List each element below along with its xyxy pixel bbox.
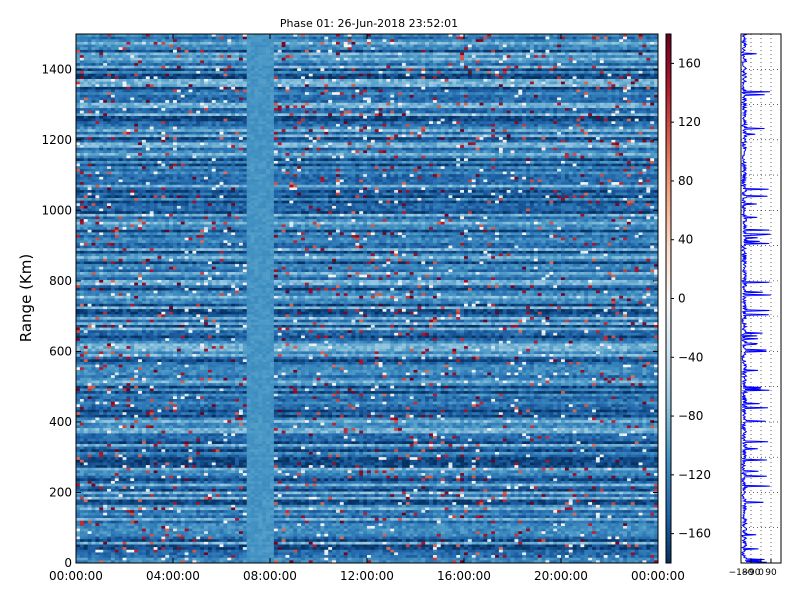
colorbar-tick-label: 0 <box>678 292 686 306</box>
colorbar-tick-label: −160 <box>678 527 711 541</box>
colorbar-tick-label: 160 <box>678 56 701 70</box>
x-tick-label: 08:00:00 <box>243 569 297 583</box>
colorbar-tick-label: −120 <box>678 468 711 482</box>
chart-title: Phase 01: 26-Jun-2018 23:52:01 <box>280 17 458 30</box>
x-tick-label: 00:00:00 <box>631 569 685 583</box>
colorbar-axes: −160 −120 −80 −40 0 40 80 120 160 <box>671 56 711 540</box>
colorbar-tick-label: −80 <box>678 409 703 423</box>
y-tick-label: 1400 <box>41 62 72 76</box>
y-tick-label: 0 <box>64 556 72 570</box>
colorbar-tick-label: 40 <box>678 233 693 247</box>
profile-x-tick-label: 90 <box>765 568 777 578</box>
y-axis-label: Range (Km) <box>17 254 35 342</box>
profile-panel: −180−900 90 <box>729 34 781 578</box>
colorbar-tick-label: −40 <box>678 350 703 364</box>
y-tick-label: 800 <box>49 274 72 288</box>
figure: Phase 01: 26-Jun-2018 23:52:01 Range (Km… <box>0 0 800 600</box>
y-tick-label: 600 <box>49 344 72 358</box>
y-tick-label: 400 <box>49 415 72 429</box>
x-tick-label: 12:00:00 <box>340 569 394 583</box>
y-tick-label: 1200 <box>41 133 72 147</box>
x-tick-label: 00:00:00 <box>49 569 103 583</box>
x-tick-label: 16:00:00 <box>437 569 491 583</box>
colorbar <box>666 34 671 563</box>
heatmap <box>76 34 658 563</box>
colorbar-tick-label: 80 <box>678 174 693 188</box>
profile-series-line <box>742 34 771 563</box>
y-tick-label: 1000 <box>41 203 72 217</box>
y-tick-label: 200 <box>49 485 72 499</box>
profile-x-tick-label: 0 <box>758 568 764 578</box>
colorbar-tick-label: 120 <box>678 115 701 129</box>
x-tick-label: 04:00:00 <box>146 569 200 583</box>
x-tick-label: 20:00:00 <box>534 569 588 583</box>
